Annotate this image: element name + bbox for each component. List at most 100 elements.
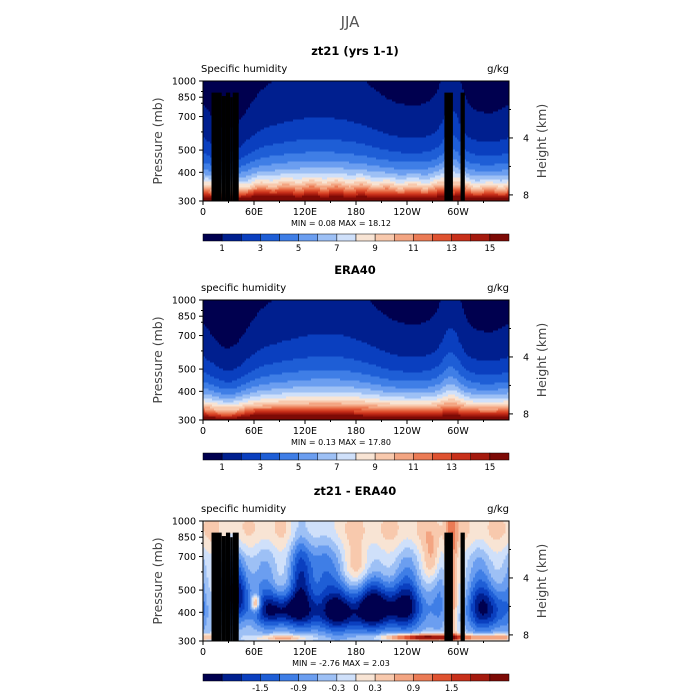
contour-cell — [392, 187, 395, 190]
contour-cell — [248, 179, 251, 182]
contour-cell — [411, 177, 414, 180]
contour-cell — [249, 199, 252, 202]
contour-cell — [316, 195, 319, 198]
contour-cell — [354, 189, 357, 192]
contour-cell — [469, 199, 472, 202]
contour-cell — [350, 163, 353, 166]
contour-cell — [413, 169, 416, 172]
contour-cell — [379, 183, 382, 186]
contour-cell — [249, 181, 252, 184]
contour-cell — [204, 175, 207, 178]
contour-cell — [275, 183, 278, 186]
contour-cell — [287, 167, 290, 170]
contour-cell — [458, 197, 461, 200]
contour-cell — [383, 197, 386, 200]
contour-cell — [413, 181, 416, 184]
contour-cell — [437, 173, 440, 176]
contour-cell — [456, 163, 459, 166]
contour-cell — [282, 175, 285, 178]
contour-cell — [248, 199, 251, 202]
contour-cell — [469, 173, 472, 176]
contour-cell — [318, 179, 321, 182]
contour-cell — [276, 199, 279, 202]
contour-cell — [327, 169, 330, 172]
contour-cell — [204, 165, 207, 168]
contour-cell — [302, 193, 305, 196]
contour-cell — [275, 163, 278, 166]
contour-cell — [312, 163, 315, 166]
contour-cell — [489, 187, 492, 190]
contour-cell — [489, 193, 492, 196]
contour-cell — [401, 171, 404, 174]
contour-cell — [251, 167, 254, 170]
contour-cell — [458, 163, 461, 166]
contour-cell — [298, 165, 301, 168]
contour-cell — [471, 199, 474, 202]
contour-cell — [307, 173, 310, 176]
contour-cell — [296, 171, 299, 174]
contour-cell — [438, 183, 441, 186]
contour-cell — [424, 187, 427, 190]
contour-cell — [298, 167, 301, 170]
contour-cell — [397, 177, 400, 180]
contour-cell — [258, 189, 261, 192]
contour-cell — [453, 191, 456, 194]
contour-cell — [345, 191, 348, 194]
contour-cell — [410, 195, 413, 198]
contour-cell — [285, 171, 288, 174]
contour-cell — [435, 171, 438, 174]
contour-cell — [336, 165, 339, 168]
contour-cell — [438, 191, 441, 194]
contour-cell — [271, 171, 274, 174]
contour-cell — [404, 183, 407, 186]
contour-cell — [480, 185, 483, 188]
contour-cell — [354, 177, 357, 180]
contour-cell — [368, 189, 371, 192]
contour-cell — [359, 167, 362, 170]
contour-cell — [240, 191, 243, 194]
contour-cell — [487, 197, 490, 200]
contour-cell — [370, 189, 373, 192]
contour-cell — [491, 193, 494, 196]
contour-cell — [320, 173, 323, 176]
contour-cell — [399, 191, 402, 194]
contour-cell — [426, 183, 429, 186]
contour-cell — [312, 185, 315, 188]
contour-cell — [251, 169, 254, 172]
contour-cell — [417, 183, 420, 186]
contour-cell — [339, 165, 342, 168]
contour-cell — [496, 179, 499, 182]
contour-cell — [393, 175, 396, 178]
contour-cell — [505, 177, 508, 180]
contour-cell — [332, 189, 335, 192]
contour-cell — [323, 163, 326, 166]
contour-cell — [485, 187, 488, 190]
contour-cell — [258, 165, 261, 168]
contour-cell — [334, 167, 337, 170]
contour-cell — [271, 175, 274, 178]
contour-cell — [411, 167, 414, 170]
contour-cell — [206, 189, 209, 192]
contour-cell — [284, 199, 287, 202]
contour-cell — [312, 199, 315, 202]
contour-cell — [341, 177, 344, 180]
contour-cell — [370, 171, 373, 174]
contour-cell — [420, 197, 423, 200]
contour-cell — [258, 193, 261, 196]
contour-cell — [411, 195, 414, 198]
contour-cell — [487, 179, 490, 182]
contour-cell — [296, 185, 299, 188]
contour-cell — [248, 161, 251, 164]
contour-cell — [383, 167, 386, 170]
contour-cell — [244, 181, 247, 184]
contour-cell — [339, 193, 342, 196]
contour-cell — [404, 171, 407, 174]
contour-cell — [413, 187, 416, 190]
contour-cell — [494, 189, 497, 192]
contour-cell — [377, 189, 380, 192]
contour-cell — [244, 187, 247, 190]
contour-cell — [206, 191, 209, 194]
contour-cell — [251, 175, 254, 178]
contour-cell — [433, 181, 436, 184]
contour-cell — [410, 191, 413, 194]
